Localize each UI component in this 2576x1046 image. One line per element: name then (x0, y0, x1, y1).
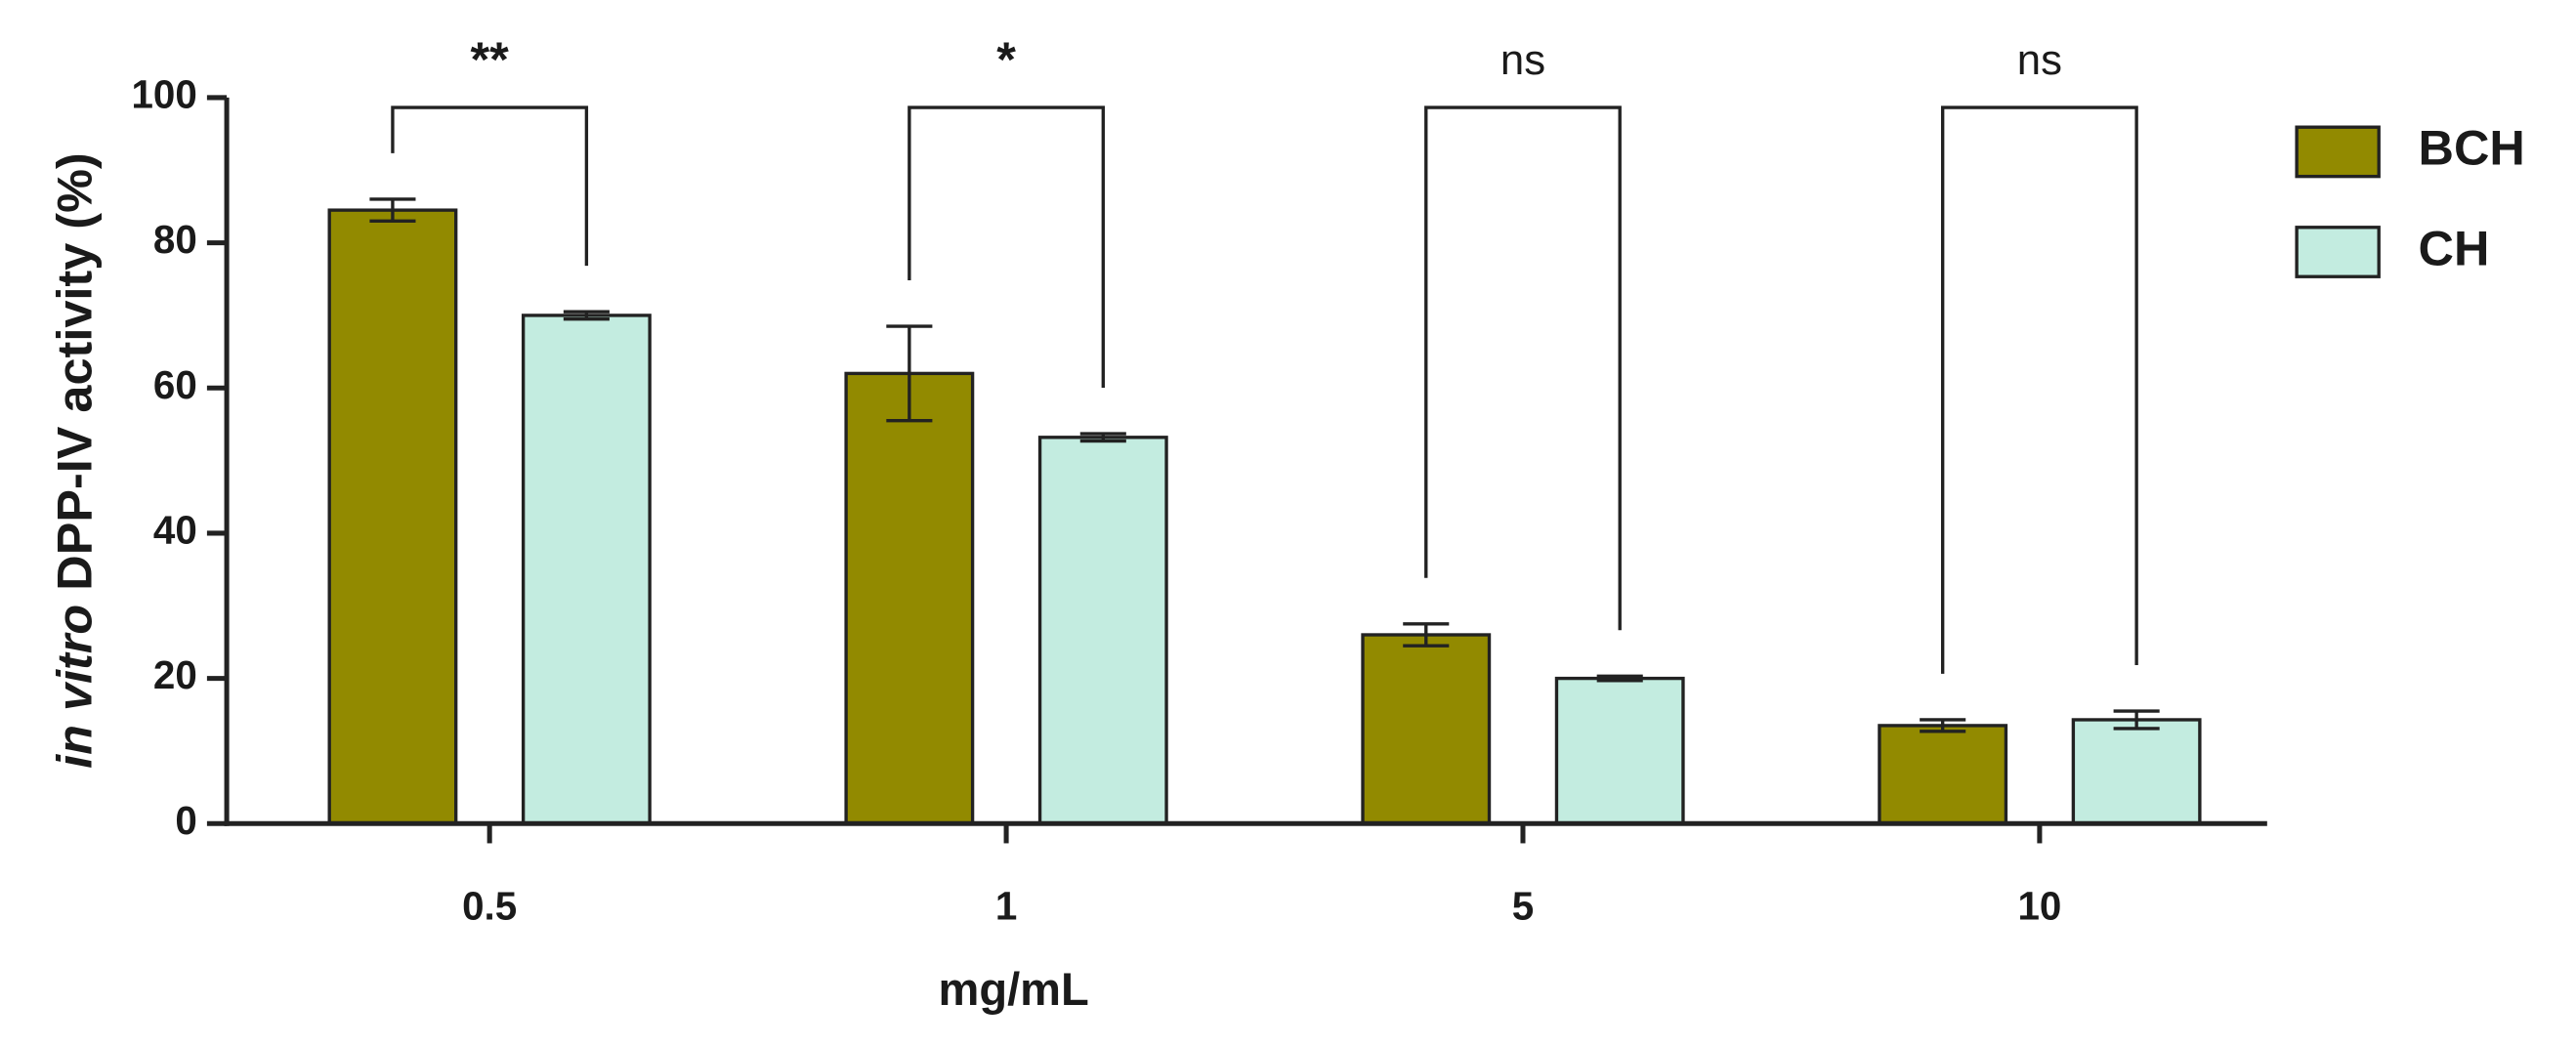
y-tick-label: 40 (153, 508, 197, 553)
legend-label: CH (2419, 220, 2490, 275)
error-bar (1403, 622, 1450, 648)
bar (1878, 724, 2008, 825)
bar (844, 371, 975, 825)
y-axis-label: in vitro DPP-IV activity (%) (47, 152, 103, 769)
y-axis-label-rest: DPP-IV activity (%) (47, 152, 103, 590)
error-bar (1920, 718, 1966, 733)
y-tick-label: 100 (131, 72, 196, 117)
significance-label: * (996, 31, 1016, 87)
significance-bracket (1424, 105, 1622, 631)
bar (1361, 633, 1492, 825)
significance-bracket (908, 105, 1105, 389)
y-tick-label: 60 (153, 362, 197, 407)
x-tick-label: 1 (995, 883, 1017, 928)
error-bar (369, 197, 416, 223)
legend-swatch (2295, 125, 2381, 179)
bar (1037, 436, 1168, 825)
x-tick-label: 0.5 (462, 883, 517, 928)
error-bar (1079, 432, 1126, 443)
legend-label: BCH (2419, 120, 2525, 176)
error-bar (2113, 709, 2160, 731)
error-bar (886, 324, 933, 423)
y-tick-label: 20 (153, 652, 197, 697)
x-axis-label: mg/mL (938, 963, 1088, 1015)
significance-bracket (391, 105, 589, 267)
bar (1554, 676, 1685, 825)
significance-bracket (1940, 105, 2138, 674)
error-bar (1596, 674, 1643, 683)
x-tick-label: 10 (2017, 883, 2061, 928)
significance-label: ns (1500, 36, 1545, 84)
y-tick-label: 80 (153, 217, 197, 262)
bar (327, 208, 458, 825)
error-bar (563, 310, 610, 321)
y-axis-label-italic: in vitro (47, 605, 103, 769)
bar (2071, 718, 2202, 825)
significance-label: ** (471, 31, 510, 87)
bar (521, 314, 652, 825)
x-tick-label: 5 (1512, 883, 1534, 928)
legend-swatch (2295, 226, 2381, 278)
y-tick-label: 0 (175, 798, 196, 843)
significance-label: ns (2017, 36, 2062, 84)
